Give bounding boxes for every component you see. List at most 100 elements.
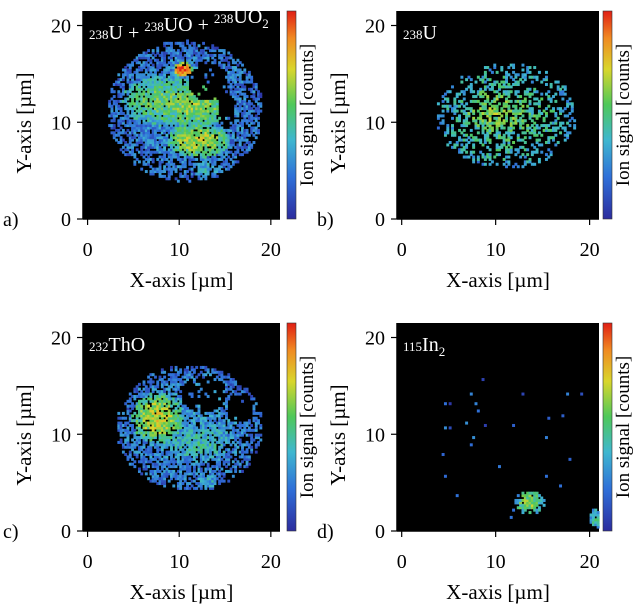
heatmap-cell: [229, 138, 233, 142]
heatmap-cell: [179, 368, 183, 372]
heatmap-cell: [493, 104, 497, 108]
heatmap-cell: [204, 392, 208, 396]
heatmap-cell: [474, 95, 478, 99]
heatmap-cell: [218, 373, 222, 377]
heatmap-cell: [186, 102, 189, 106]
heatmap-cell: [167, 411, 171, 415]
heatmap-cell: [181, 97, 185, 101]
heatmap-cell: [179, 407, 183, 411]
heatmap-cell: [137, 104, 141, 108]
heatmap-cell: [158, 407, 162, 411]
heatmap-cell: [199, 457, 203, 461]
heatmap-cell: [245, 128, 249, 132]
heatmap-cell: [183, 82, 187, 86]
heatmap-cell: [167, 116, 171, 120]
heatmap-cell: [167, 428, 171, 432]
x-tick-label: 0: [397, 239, 407, 261]
heatmap-cell: [190, 49, 194, 53]
heatmap-cell: [488, 78, 492, 82]
heatmap-cell: [140, 419, 144, 423]
heatmap-cell: [206, 56, 210, 60]
heatmap-cell: [170, 375, 173, 379]
heatmap-cell: [229, 436, 233, 440]
heatmap-cell: [179, 479, 183, 483]
heatmap-cell: [154, 404, 157, 408]
heatmap-cell: [176, 440, 180, 444]
heatmap-cell: [165, 380, 169, 384]
heatmap-cell: [170, 51, 173, 55]
heatmap-cell: [229, 165, 233, 169]
y-axis-title: Y-axis [µm]: [326, 384, 350, 485]
heatmap-cell: [154, 133, 157, 137]
heatmap-cell: [167, 70, 171, 74]
heatmap-cell: [236, 73, 240, 77]
heatmap-cell: [179, 428, 183, 432]
heatmap-cell: [133, 465, 137, 469]
heatmap-cell: [460, 80, 464, 84]
heatmap-cell: [160, 453, 164, 457]
heatmap-cell: [135, 421, 139, 425]
heatmap-cell: [502, 133, 506, 137]
heatmap-cell: [128, 153, 132, 157]
heatmap-cell: [135, 385, 139, 389]
heatmap-cell: [192, 124, 196, 128]
heatmap-cell: [229, 78, 233, 82]
heatmap-cell: [144, 126, 148, 130]
heatmap-cell: [498, 116, 501, 120]
heatmap-cell: [236, 431, 240, 435]
heatmap-cell: [238, 109, 242, 113]
heatmap-cell: [156, 148, 160, 152]
heatmap-cell: [128, 87, 132, 91]
heatmap-cell: [188, 111, 192, 115]
heatmap-cell: [147, 450, 151, 454]
heatmap-cell: [179, 41, 183, 45]
heatmap-cell: [197, 467, 201, 471]
heatmap-cell: [259, 438, 263, 442]
heatmap-cell: [154, 75, 157, 79]
heatmap-cell: [204, 170, 208, 174]
heatmap-cell: [245, 138, 249, 142]
heatmap-cell: [149, 99, 153, 103]
heatmap-cell: [206, 474, 210, 478]
heatmap-cell: [151, 414, 155, 418]
heatmap-cell: [516, 90, 520, 94]
heatmap-cell: [176, 143, 180, 147]
heatmap-cell: [211, 46, 215, 50]
heatmap-cell: [176, 450, 180, 454]
heatmap-cell: [133, 394, 137, 398]
heatmap-cell: [183, 375, 187, 379]
heatmap-cell: [225, 90, 228, 94]
heatmap-cell: [254, 131, 258, 135]
heatmap-cell: [181, 70, 185, 74]
heatmap-cell: [441, 95, 445, 99]
heatmap-cell: [156, 167, 160, 171]
heatmap-cell: [241, 107, 244, 111]
heatmap-cell: [183, 486, 187, 490]
heatmap-cell: [192, 165, 196, 169]
heatmap-cell: [197, 482, 201, 486]
heatmap-cell: [486, 114, 490, 118]
heatmap-cell: [133, 428, 137, 432]
heatmap-cell: [158, 155, 162, 159]
heatmap-cell: [160, 416, 164, 420]
heatmap-cell: [580, 392, 584, 396]
heatmap-cell: [163, 433, 167, 437]
heatmap-cell: [483, 70, 487, 74]
heatmap-cell: [257, 111, 260, 115]
heatmap-cell: [172, 87, 176, 91]
heatmap-cell: [460, 143, 464, 147]
heatmap-cell: [250, 126, 254, 130]
heatmap-cell: [174, 399, 178, 403]
heatmap-cell: [218, 138, 222, 142]
heatmap-cell: [208, 133, 212, 137]
heatmap-cell: [149, 78, 153, 82]
heatmap-cell: [192, 448, 196, 452]
heatmap-cell: [211, 61, 215, 65]
heatmap-cell: [172, 380, 176, 384]
heatmap-cell: [126, 433, 130, 437]
heatmap-cell: [165, 121, 169, 125]
heatmap-cell: [192, 436, 196, 440]
heatmap-cell: [225, 460, 228, 464]
heatmap-cell: [124, 70, 128, 74]
heatmap-cell: [156, 382, 160, 386]
